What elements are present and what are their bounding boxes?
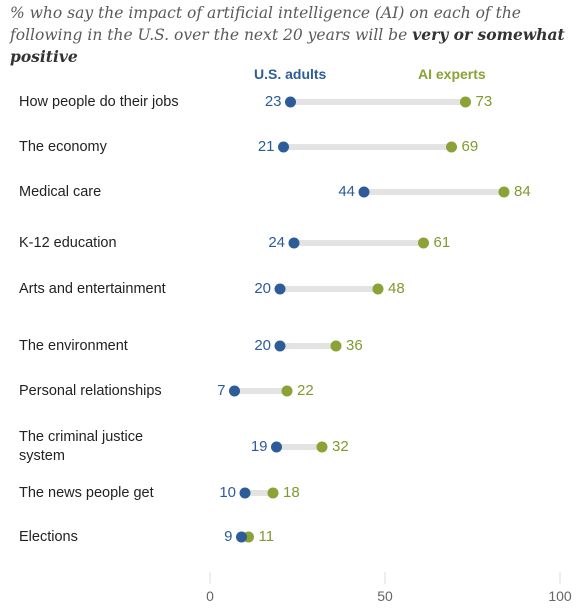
ai-experts-value-label: 32	[332, 438, 349, 455]
subtitle: % who say the impact of artificial intel…	[10, 3, 575, 68]
ai-experts-dot	[267, 487, 279, 499]
category-label: The economy	[19, 139, 107, 155]
ai-experts-value-label: 22	[297, 382, 314, 399]
ai-experts-value-label: 36	[346, 337, 363, 354]
us-adults-value-label: 19	[250, 438, 268, 455]
x-tick-label: 100	[548, 588, 572, 604]
us-adults-value-label: 44	[338, 183, 355, 200]
us-adults-dot	[278, 141, 289, 153]
ai-experts-value-label: 84	[514, 183, 531, 200]
us-adults-value-label: 23	[264, 93, 282, 110]
ai-experts-dot	[446, 141, 457, 153]
ai-experts-dot	[372, 283, 384, 295]
category-label: Medical care	[19, 184, 102, 200]
category-label: Elections	[19, 529, 78, 545]
ai-experts-value-label: 69	[461, 138, 479, 155]
us-adults-value-label: 21	[257, 138, 275, 155]
us-adults-dot	[274, 340, 286, 352]
category-label: K-12 education	[19, 235, 117, 251]
ai-experts-value-label: 11	[258, 528, 275, 545]
ai-experts-dot	[498, 186, 510, 198]
ai-experts-dot	[281, 385, 293, 397]
subtitle-emphasis: very or somewhat positive	[10, 25, 565, 66]
us-adults-dot	[358, 186, 370, 198]
ai-experts-dot	[316, 441, 328, 453]
category-label: How people do their jobs	[19, 94, 179, 110]
us-adults-dot	[239, 487, 251, 499]
us-adults-dot	[274, 283, 286, 295]
us-adults-value-label: 24	[268, 234, 285, 251]
us-adults-value-label: 10	[219, 484, 236, 501]
us-adults-value-label: 9	[224, 528, 233, 545]
category-label: Arts and entertainment	[19, 281, 166, 297]
ai-experts-value-label: 73	[475, 93, 493, 110]
ai-experts-dot	[330, 340, 342, 352]
subtitle-prefix: % who say the impact of artificial intel…	[10, 4, 521, 44]
us-adults-dot	[229, 385, 240, 397]
ai-experts-value-label: 48	[388, 280, 405, 297]
legend-us-adults: U.S. adults	[254, 66, 327, 82]
ai-experts-value-label: 18	[283, 484, 300, 501]
us-adults-dot	[271, 441, 282, 453]
us-adults-dot	[288, 237, 300, 249]
category-label: The criminal justice system	[19, 429, 144, 464]
x-tick-label: 50	[377, 588, 393, 604]
legend-ai-experts: AI experts	[418, 66, 486, 82]
us-adults-dot	[285, 96, 296, 108]
ai-experts-dot	[418, 237, 429, 249]
category-label: The environment	[19, 338, 128, 354]
category-label: Personal relationships	[19, 383, 162, 399]
category-label: The news people get	[19, 485, 154, 501]
ai-experts-dot	[460, 96, 471, 108]
us-adults-dot	[236, 531, 247, 543]
ai-experts-value-label: 61	[433, 234, 451, 251]
us-adults-value-label: 20	[254, 337, 271, 354]
us-adults-value-label: 7	[217, 382, 226, 399]
us-adults-value-label: 20	[254, 280, 271, 297]
x-tick-label: 0	[206, 588, 214, 604]
